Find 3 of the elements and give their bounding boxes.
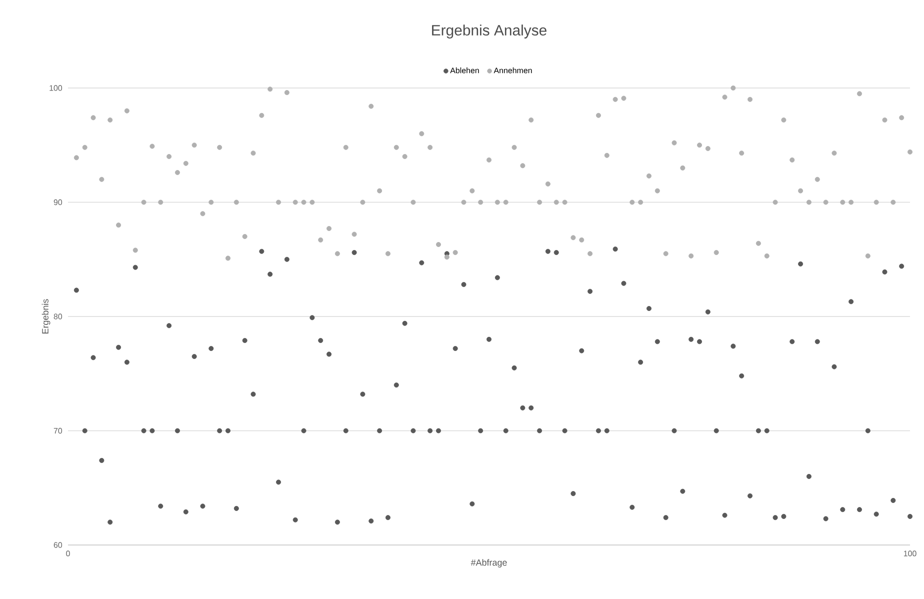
x-axis-title: #Abfrage	[470, 559, 507, 568]
y-axis-title: Ergebnis	[42, 299, 50, 334]
chart-title: Ergebnis Analyse	[432, 24, 546, 38]
